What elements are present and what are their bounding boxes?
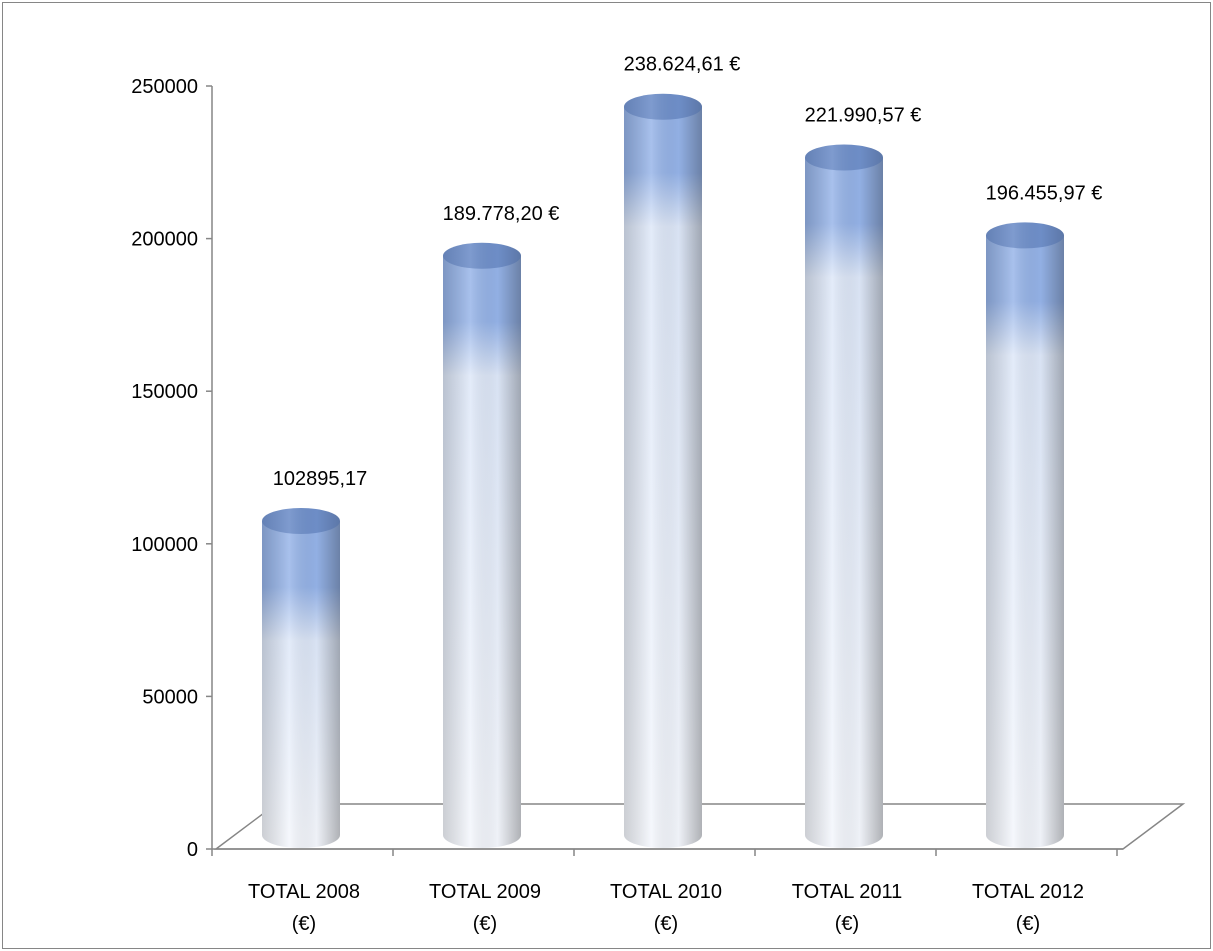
y-tick-label: 50000 [142, 686, 198, 708]
bar [624, 93, 702, 848]
bar-top-shading [262, 507, 340, 534]
x-tick-label-unit: (€) [654, 913, 678, 935]
y-tick-label: 150000 [131, 381, 198, 403]
bar [262, 507, 340, 848]
bar-top-shading [986, 222, 1064, 249]
x-tick-label: TOTAL 2008 [248, 881, 360, 903]
bar-shading [443, 255, 521, 848]
bar-top-shading [443, 242, 521, 269]
chart-axes [206, 85, 1123, 856]
x-tick-label: TOTAL 2012 [972, 881, 1084, 903]
bar-shading [986, 235, 1064, 848]
data-label: 221.990,57 € [805, 104, 922, 126]
bar [805, 144, 883, 848]
bar-shading [262, 520, 340, 848]
x-tick-label: TOTAL 2009 [429, 881, 541, 903]
x-tick-label: TOTAL 2010 [610, 881, 722, 903]
x-tick-label-unit: (€) [835, 913, 859, 935]
data-label: 189.778,20 € [443, 203, 560, 225]
bar [986, 222, 1064, 848]
data-label: 196.455,97 € [986, 182, 1103, 204]
x-tick-label-unit: (€) [292, 913, 316, 935]
bar [443, 242, 521, 848]
bar-shading [805, 157, 883, 848]
x-tick-label: TOTAL 2011 [792, 881, 902, 903]
x-tick-label-unit: (€) [1016, 913, 1040, 935]
bar-top-shading [624, 93, 702, 120]
bar-top-shading [805, 144, 883, 171]
bar-chart: 0 50000 100000 150000 200000 250000 102895,17 T… [131, 54, 1186, 935]
bar-shading [624, 106, 702, 848]
y-tick-label: 0 [187, 839, 198, 861]
x-tick-label-unit: (€) [473, 913, 497, 935]
data-label: 102895,17 [273, 468, 368, 490]
labels-group: 0 50000 100000 150000 200000 250000 102895,17 T… [131, 54, 1102, 935]
y-tick-label: 200000 [131, 229, 198, 251]
data-label: 238.624,61 € [624, 54, 741, 76]
bars-group [262, 93, 1064, 848]
y-tick-label: 250000 [131, 76, 198, 98]
y-tick-label: 100000 [131, 534, 198, 556]
